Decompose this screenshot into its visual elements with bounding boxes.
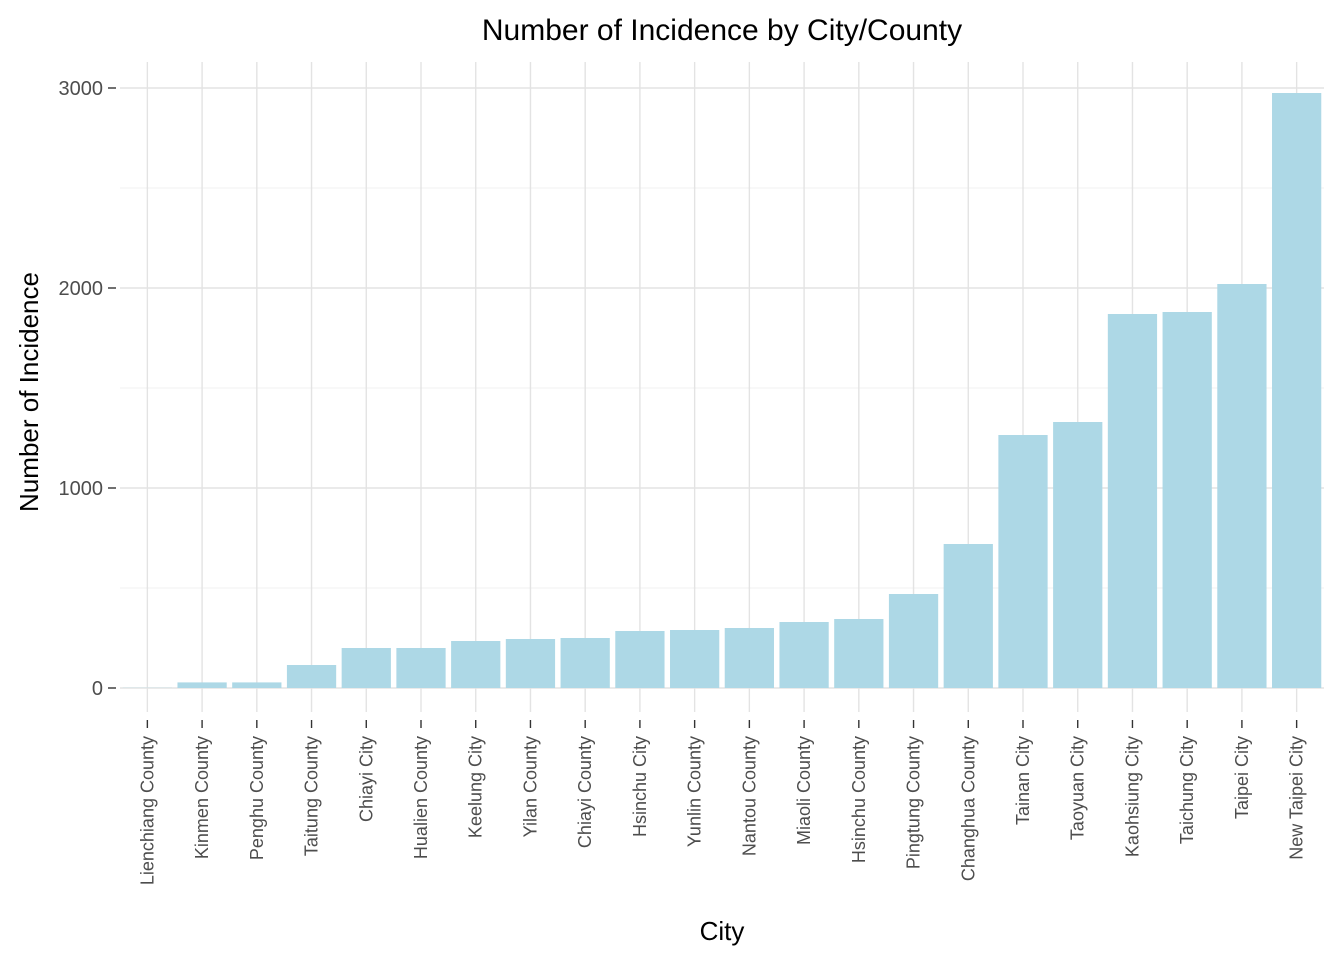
bar <box>888 594 939 688</box>
y-tick-label: 2000 <box>59 278 104 300</box>
x-tick-label: Chiayi County <box>575 736 595 848</box>
bar <box>779 622 829 688</box>
x-tick-label: Yunlin County <box>685 736 705 847</box>
x-tick-label: Hualien County <box>411 736 431 859</box>
x-tick-label: Kaohsiung City <box>1122 736 1142 857</box>
x-tick-label: Taoyuan City <box>1068 736 1088 840</box>
x-tick-label: Taichung City <box>1177 736 1197 844</box>
y-tick-label: 3000 <box>59 78 104 100</box>
bar <box>177 682 227 688</box>
bar <box>560 638 610 688</box>
x-tick-label: Yilan County <box>520 736 540 837</box>
bar <box>1217 284 1267 688</box>
x-tick-label: Penghu County <box>247 736 267 860</box>
x-tick-label: Taitung County <box>302 736 322 856</box>
bar <box>286 665 337 688</box>
x-tick-label: Chiayi City <box>356 736 376 822</box>
bar <box>1272 93 1322 688</box>
x-axis-title: City <box>700 916 745 946</box>
y-tick-label: 1000 <box>59 478 104 500</box>
x-tick-label: Hsinchu City <box>630 736 650 837</box>
bar <box>341 648 391 688</box>
x-tick-label: Miaoli County <box>794 736 814 845</box>
bar <box>670 630 720 688</box>
y-tick-label: 0 <box>92 678 103 700</box>
bar <box>451 641 501 688</box>
bar <box>1162 312 1212 688</box>
x-tick-label: Hsinchu County <box>849 736 869 863</box>
y-axis-title: Number of Incidence <box>14 272 44 512</box>
bar <box>505 639 556 688</box>
bar <box>232 682 282 688</box>
bar <box>834 619 884 688</box>
x-tick-label: Tainan City <box>1013 736 1033 825</box>
x-tick-label: Keelung City <box>466 736 486 838</box>
x-tick-label: New Taipei City <box>1287 736 1307 860</box>
bars <box>122 93 1322 688</box>
x-tick-label: Nantou County <box>739 736 759 856</box>
bar <box>943 544 993 688</box>
x-tick-label: Kinmen County <box>192 736 212 859</box>
chart-title: Number of Incidence by City/County <box>482 14 962 47</box>
x-tick-label: Taipei City <box>1232 736 1252 819</box>
bar <box>615 631 665 688</box>
bar <box>724 628 774 688</box>
axes: 0 1000 2000 3000 Lienchiang County Kinmen Cou… <box>59 78 1307 885</box>
x-tick-label: Lienchiang County <box>137 736 157 885</box>
bar <box>1053 422 1103 688</box>
x-tick-label: Pingtung County <box>904 736 924 869</box>
bar <box>1107 314 1158 688</box>
bar <box>396 648 446 688</box>
bar <box>998 435 1048 688</box>
x-tick-label: Changhua County <box>958 736 978 881</box>
